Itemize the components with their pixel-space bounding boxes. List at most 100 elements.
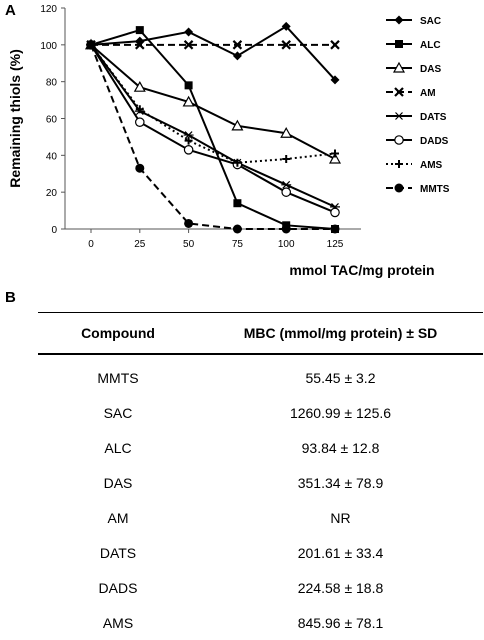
series-line-mmts — [90, 44, 335, 230]
table-row: AM NR — [38, 500, 483, 535]
legend-label-ams: AMS — [420, 160, 443, 171]
mbc-cell: 351.34 ± 78.9 — [297, 474, 384, 491]
mbc-table: Compound MBC (mmol/mg protein) ± SD MMTS… — [38, 312, 483, 640]
x-tick-label: 50 — [183, 239, 195, 250]
data-point-ams — [184, 136, 193, 145]
y-tick-label: 40 — [46, 151, 58, 162]
x-axis-label: mmol TAC/mg protein — [289, 262, 434, 278]
legend: SAC ALC DAS AM DATS DADS AMS MMTS — [386, 15, 450, 195]
x-tick-label: 75 — [232, 239, 244, 250]
legend-marker-alc — [395, 40, 403, 48]
data-point-das — [280, 126, 293, 138]
legend-marker-am — [394, 87, 404, 97]
table-row: ALC 93.84 ± 12.8 — [38, 430, 483, 465]
data-point-dats — [183, 131, 194, 139]
data-point-dads — [183, 145, 194, 155]
data-point-alc — [233, 199, 242, 208]
table-row: SAC 1260.99 ± 125.6 — [38, 395, 483, 430]
data-point-ams — [233, 158, 242, 167]
panel-a-label: A — [5, 2, 16, 19]
data-point-am — [232, 40, 243, 50]
y-tick-label: 20 — [46, 188, 58, 199]
compound-cell: DAS — [103, 474, 133, 491]
series-line-dats — [90, 44, 336, 208]
compound-cell: AMS — [102, 614, 134, 631]
data-point-sac — [330, 75, 340, 85]
data-point-alc — [184, 81, 193, 90]
legend-label-sac: SAC — [420, 16, 441, 27]
data-point-am — [135, 40, 145, 50]
data-point-am — [183, 40, 194, 50]
data-point-mmts — [330, 224, 340, 234]
legend-marker-das — [392, 61, 406, 73]
legend-label-alc: ALC — [420, 40, 441, 51]
x-tick-label: 125 — [327, 239, 344, 250]
data-point-ams — [282, 155, 291, 164]
series-line-ams — [90, 44, 336, 164]
panel-b-label: B — [5, 289, 16, 306]
table-header-row: Compound MBC (mmol/mg protein) ± SD — [38, 313, 483, 353]
data-point-dads — [281, 187, 291, 197]
data-point-ams — [135, 105, 144, 114]
legend-marker-dats — [394, 112, 404, 120]
mbc-cell: 93.84 ± 12.8 — [301, 439, 380, 456]
data-point-das — [328, 152, 342, 164]
data-point-dads — [135, 117, 145, 127]
legend-label-dads: DADS — [420, 136, 449, 147]
series-line-das — [90, 44, 336, 160]
mbc-cell: 1260.99 ± 125.6 — [289, 404, 392, 421]
table-header-rule — [38, 353, 483, 355]
y-tick-label: 0 — [51, 225, 57, 236]
compound-cell: DATS — [99, 544, 137, 561]
data-point-das — [133, 80, 146, 92]
column-header-mbc: MBC (mmol/mg protein) ± SD — [243, 325, 438, 341]
y-tick-label: 80 — [46, 78, 58, 89]
legend-label-dats: DATS — [420, 112, 447, 123]
series-line-alc — [90, 28, 336, 230]
data-point-am — [330, 40, 340, 50]
legend-label-am: AM — [420, 88, 436, 99]
data-point-dads — [330, 207, 340, 218]
table-row: AMS 845.96 ± 78.1 — [38, 605, 483, 640]
legend-marker-dads — [394, 135, 404, 145]
mbc-cell: 201.61 ± 33.4 — [297, 544, 384, 561]
column-header-compound: Compound — [81, 325, 155, 341]
mbc-cell: 224.58 ± 18.8 — [297, 579, 384, 596]
data-point-alc — [135, 26, 144, 35]
data-point-mmts — [135, 163, 145, 173]
table-row: MMTS 55.45 ± 3.2 — [38, 360, 483, 395]
data-point-mmts — [184, 218, 194, 228]
legend-marker-sac — [394, 15, 404, 25]
y-tick-label: 120 — [40, 4, 57, 15]
data-point-dats — [281, 180, 292, 189]
data-point-mmts — [232, 224, 242, 234]
legend-label-mmts: MMTS — [420, 184, 450, 195]
data-point-sac — [281, 21, 291, 31]
data-point-das — [182, 95, 195, 107]
series-mmts — [86, 40, 340, 234]
line-chart: 0 20 40 60 80 100 120 0 25 50 75 100 125 Remaining th… — [7, 4, 450, 278]
y-tick-label: 60 — [46, 115, 58, 126]
table-row: DATS 201.61 ± 33.4 — [38, 535, 483, 570]
legend-label-das: DAS — [420, 64, 441, 75]
data-point-am — [281, 40, 291, 50]
table-row: DADS 224.58 ± 18.8 — [38, 570, 483, 605]
table-top-rule — [38, 312, 483, 313]
data-point-sac — [184, 27, 194, 37]
legend-marker-ams — [395, 160, 403, 168]
x-tick-label: 100 — [278, 239, 295, 250]
series-dats — [86, 40, 340, 211]
compound-cell: ALC — [104, 439, 132, 456]
compound-cell: DADS — [98, 579, 138, 596]
compound-cell: MMTS — [97, 369, 139, 386]
data-point-ams — [331, 149, 339, 158]
data-point-sac — [232, 51, 242, 61]
y-tick-label: 100 — [40, 41, 57, 52]
compound-cell: SAC — [103, 404, 133, 421]
mbc-cell: 55.45 ± 3.2 — [305, 369, 376, 386]
table-row: DAS 351.34 ± 78.9 — [38, 465, 483, 500]
mbc-cell: 845.96 ± 78.1 — [297, 614, 384, 631]
data-point-das — [231, 119, 244, 131]
mbc-cell: NR — [330, 509, 351, 526]
data-point-mmts — [86, 40, 96, 50]
